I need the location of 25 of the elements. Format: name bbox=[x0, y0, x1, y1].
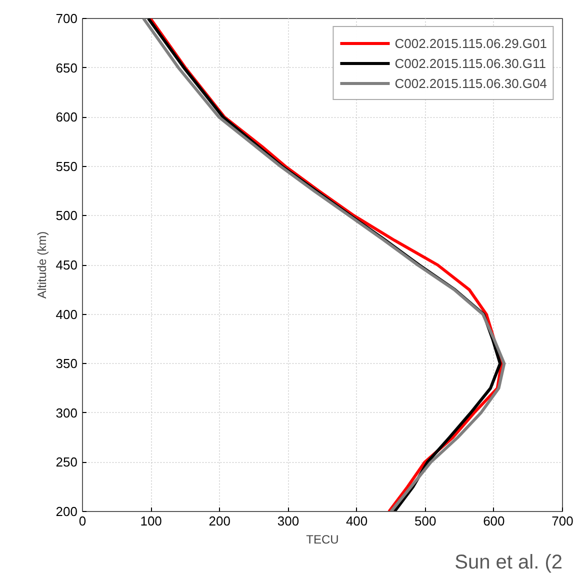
y-tick-label: 450 bbox=[56, 258, 78, 272]
y-tick-label: 500 bbox=[56, 208, 78, 224]
x-tick-label: 600 bbox=[483, 514, 505, 528]
y-tick-label: 300 bbox=[56, 405, 78, 420]
y-tick-label: 350 bbox=[56, 356, 78, 372]
y-tick-label: 600 bbox=[56, 110, 78, 125]
x-tick-label: 0 bbox=[78, 514, 86, 528]
x-tick-label: 100 bbox=[140, 514, 162, 528]
y-tick-label: 400 bbox=[56, 306, 78, 322]
y-tick-label: 700 bbox=[56, 11, 78, 26]
x-tick-label: 500 bbox=[414, 514, 436, 528]
x-tick-label: 200 bbox=[208, 514, 230, 528]
x-tick-label: 700 bbox=[552, 514, 574, 528]
x-tick-label: 300 bbox=[277, 514, 300, 528]
legend-label: C002.2015.115.06.30.G11 bbox=[394, 56, 546, 70]
y-tick-label: 550 bbox=[56, 158, 78, 174]
y-axis-title: Altitude (km) bbox=[34, 231, 49, 299]
y-tick-label: 650 bbox=[56, 60, 78, 76]
y-tick-label: 200 bbox=[56, 504, 78, 519]
y-tick-label: 250 bbox=[56, 454, 78, 470]
x-axis-title: TECU bbox=[306, 532, 339, 546]
x-tick-label: 400 bbox=[346, 514, 368, 528]
legend-label: C002.2015.115.06.29.G01 bbox=[394, 36, 547, 50]
legend-label: C002.2015.115.06.30.G04 bbox=[394, 76, 547, 90]
text: Sun et al. (2 bbox=[454, 552, 562, 573]
